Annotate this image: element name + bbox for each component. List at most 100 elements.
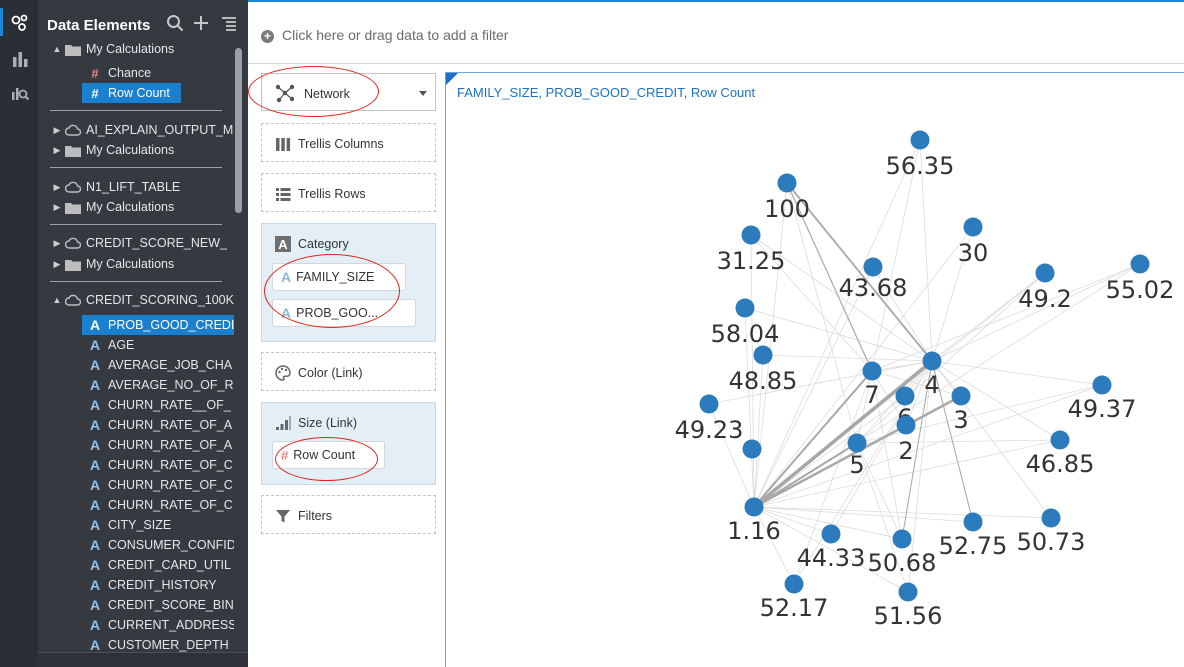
attribute-icon: A (89, 417, 101, 433)
tree-attr[interactable]: A CHURN_RATE_OF_A (86, 415, 234, 435)
color-link-dropzone[interactable]: Color (Link) (261, 352, 436, 391)
folder-icon (64, 143, 82, 157)
network-node[interactable] (863, 257, 883, 277)
network-link (931, 360, 1061, 441)
network-node[interactable] (910, 130, 930, 150)
filter-placeholder[interactable]: Click here or drag data to add a filter (282, 27, 509, 43)
network-node-label: 49.23 (675, 416, 744, 444)
tree-attr[interactable]: A AVERAGE_JOB_CHA (86, 355, 234, 375)
tree-item-row-count[interactable]: # Row Count (82, 83, 181, 103)
tree-label: My Calculations (86, 200, 175, 214)
expand-triangle-icon[interactable]: ▶ (53, 201, 61, 212)
network-link (856, 384, 1103, 444)
network-node-label: 49.2 (1018, 285, 1071, 313)
trellis-rows-dropzone[interactable]: Trellis Rows (261, 173, 436, 212)
network-node[interactable] (895, 386, 915, 406)
tree-attr[interactable]: A CITY_SIZE (86, 515, 234, 535)
network-node[interactable] (1092, 375, 1112, 395)
tree-attr[interactable]: A CHURN_RATE_OF_A (86, 435, 234, 455)
network-node[interactable] (753, 345, 773, 365)
tree-folder-my-calculations[interactable]: ▶ My Calculations (50, 197, 234, 217)
expand-triangle-icon[interactable]: ▶ (53, 124, 61, 135)
network-node[interactable] (699, 394, 719, 414)
tree-folder-my-calculations[interactable]: ▶ My Calculations (50, 254, 234, 274)
expand-triangle-icon[interactable]: ▶ (53, 258, 61, 269)
network-link (744, 307, 755, 508)
network-node[interactable] (862, 361, 882, 381)
network-node-label: 2 (898, 437, 913, 465)
network-node[interactable] (951, 386, 971, 406)
palette-icon (275, 365, 291, 381)
search-icon[interactable] (166, 14, 184, 32)
expand-triangle-icon[interactable]: ▶ (53, 237, 61, 248)
tree-attr[interactable]: A CUSTOMER_DEPTH (86, 635, 234, 655)
tree-attr[interactable]: A AGE (86, 335, 234, 355)
network-node[interactable] (821, 524, 841, 544)
network-graph[interactable]: 56.35 100 30 31.25 43.68 49.2 55.02 58.04 48.85 7… (446, 73, 1184, 667)
network-node[interactable] (1130, 254, 1150, 274)
tree-attr[interactable]: A CHURN_RATE_OF_C (86, 455, 234, 475)
add-filter-icon[interactable]: + (261, 30, 274, 43)
network-node[interactable] (892, 529, 912, 549)
network-node[interactable] (1035, 263, 1055, 283)
tree-attr[interactable]: A CURRENT_ADDRESS (86, 615, 234, 635)
add-icon[interactable] (192, 14, 210, 32)
network-node[interactable] (784, 574, 804, 594)
expand-triangle-icon[interactable]: ▶ (53, 181, 61, 192)
filter-bar[interactable]: + Click here or drag data to add a filte… (248, 0, 1184, 64)
network-node[interactable] (742, 439, 762, 459)
filters-label: Filters (298, 509, 333, 523)
tree-dataset[interactable]: ▶ CREDIT_SCORE_NEW_ (50, 233, 234, 253)
tree-folder-my-calculations[interactable]: ▲ My Calculations (50, 39, 230, 59)
tree-attr[interactable]: A CHURN_RATE__OF_ (86, 395, 234, 415)
network-node[interactable] (1050, 430, 1070, 450)
filters-dropzone[interactable]: Filters (261, 495, 436, 534)
network-node[interactable] (744, 497, 764, 517)
network-node[interactable] (922, 351, 942, 371)
tree-attr[interactable]: A CHURN_RATE_OF_C (86, 475, 234, 495)
viz-canvas[interactable]: FAMILY_SIZE, PROB_GOOD_CREDIT, Row Count… (445, 72, 1184, 667)
tree-attr-prob-good-credit[interactable]: A PROB_GOOD_CREDI (82, 315, 234, 335)
divider (50, 224, 222, 225)
network-node[interactable] (963, 512, 983, 532)
network-node[interactable] (898, 582, 918, 602)
size-link-label: Size (Link) (298, 416, 358, 430)
network-link (931, 360, 1052, 519)
network-link (871, 370, 903, 540)
network-node[interactable] (847, 433, 867, 453)
trellis-columns-icon (276, 138, 291, 151)
network-node-label: 51.56 (874, 602, 943, 630)
menu-icon[interactable] (220, 14, 238, 32)
tree-attr[interactable]: A CHURN_RATE_OF_C (86, 495, 234, 515)
expand-triangle-icon[interactable]: ▶ (53, 144, 61, 155)
panel-scrollbar[interactable] (235, 48, 242, 213)
network-node[interactable] (963, 217, 983, 237)
visualizations-icon[interactable] (9, 48, 31, 70)
analytics-icon[interactable] (9, 82, 31, 104)
tree-attr[interactable]: A CREDIT_SCORE_BIN (86, 595, 234, 615)
tree-attr[interactable]: A AVERAGE_NO_OF_R (86, 375, 234, 395)
network-node[interactable] (896, 415, 916, 435)
tree-attr[interactable]: A CREDIT_HISTORY (86, 575, 234, 595)
network-node[interactable] (1041, 508, 1061, 528)
tree-dataset[interactable]: ▶ AI_EXPLAIN_OUTPUT_M (50, 120, 234, 140)
grammar-panel: Network Trellis Columns Trellis Rows A C… (248, 64, 445, 667)
trellis-columns-dropzone[interactable]: Trellis Columns (261, 123, 436, 162)
tree-dataset[interactable]: ▶ N1_LIFT_TABLE (50, 177, 234, 197)
network-node[interactable] (735, 298, 755, 318)
tree-item-chance[interactable]: # Chance (86, 63, 226, 83)
tree-attr[interactable]: A CONSUMER_CONFID (86, 535, 234, 555)
tree-folder-my-calculations[interactable]: ▶ My Calculations (50, 140, 234, 160)
collapse-triangle-icon[interactable]: ▲ (52, 295, 62, 305)
tree-dataset-credit-scoring[interactable]: ▲ CREDIT_SCORING_100K (50, 290, 234, 310)
collapse-triangle-icon[interactable]: ▲ (52, 44, 62, 54)
data-elements-icon[interactable] (9, 12, 31, 34)
tree-attr[interactable]: A CREDIT_CARD_UTIL (86, 555, 234, 575)
attribute-icon: A (89, 457, 101, 473)
network-link (708, 360, 933, 405)
tree-label: My Calculations (86, 42, 175, 56)
network-node-label: 58.04 (711, 320, 780, 348)
network-node[interactable] (741, 225, 761, 245)
network-node[interactable] (777, 173, 797, 193)
network-link (753, 506, 974, 523)
